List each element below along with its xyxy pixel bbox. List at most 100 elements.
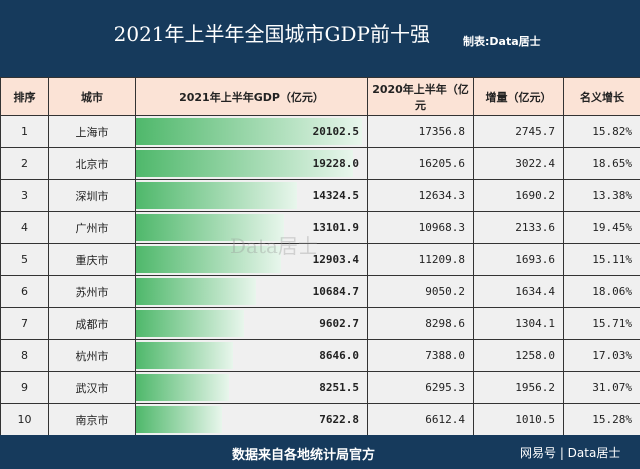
growth-cell: 15.82% <box>563 115 640 148</box>
gdp-2021-cell: 9602.7 <box>135 307 368 340</box>
footer: 数据来自各地统计局官方 网易号 | Data居士 <box>0 435 640 469</box>
gdp-bar <box>136 278 257 305</box>
column-header: 2020年上半年（亿元 <box>367 77 474 116</box>
city-cell: 重庆市 <box>48 243 136 276</box>
table-row: 9 武汉市 8251.5 6295.3 1956.2 31.07% <box>0 371 640 404</box>
table-row: 4 广州市 13101.9 10968.3 2133.6 19.45% <box>0 211 640 244</box>
gdp-2021-cell: 20102.5 <box>135 115 368 148</box>
increase-cell: 1693.6 <box>473 243 564 276</box>
rank-cell: 7 <box>0 307 49 340</box>
gdp-2020-cell: 10968.3 <box>367 211 474 244</box>
city-cell: 成都市 <box>48 307 136 340</box>
gdp-2020-cell: 8298.6 <box>367 307 474 340</box>
rank-cell: 2 <box>0 147 49 180</box>
table-row: 3 深圳市 14324.5 12634.3 1690.2 13.38% <box>0 179 640 212</box>
gdp-2020-cell: 16205.6 <box>367 147 474 180</box>
gdp-2021-cell: 19228.0 <box>135 147 368 180</box>
gdp-2020-cell: 7388.0 <box>367 339 474 372</box>
rank-cell: 9 <box>0 371 49 404</box>
gdp-bar <box>136 374 229 401</box>
gdp-2021-cell: 7622.8 <box>135 403 368 436</box>
gdp-2020-cell: 9050.2 <box>367 275 474 308</box>
watermark: Data居士 <box>230 234 318 258</box>
table-row: 7 成都市 9602.7 8298.6 1304.1 15.71% <box>0 307 640 340</box>
gdp-bar <box>136 182 298 209</box>
gdp-2021-cell: 8646.0 <box>135 339 368 372</box>
gdp-bar <box>136 214 284 241</box>
table-row: 2 北京市 19228.0 16205.6 3022.4 18.65% <box>0 147 640 180</box>
maker-credit: 制表:Data居士 <box>463 35 541 48</box>
increase-cell: 2745.7 <box>473 115 564 148</box>
rank-cell: 4 <box>0 211 49 244</box>
gdp-value: 10684.7 <box>312 285 359 298</box>
growth-cell: 18.06% <box>563 275 640 308</box>
gdp-bar <box>136 118 363 145</box>
increase-cell: 1258.0 <box>473 339 564 372</box>
table-row: 1 上海市 20102.5 17356.8 2745.7 15.82% <box>0 115 640 148</box>
gdp-bar <box>136 150 353 177</box>
increase-cell: 1690.2 <box>473 179 564 212</box>
gdp-value: 14324.5 <box>312 189 359 202</box>
gdp-value: 19228.0 <box>312 157 359 170</box>
growth-cell: 15.71% <box>563 307 640 340</box>
increase-cell: 3022.4 <box>473 147 564 180</box>
rank-cell: 5 <box>0 243 49 276</box>
data-source: 数据来自各地统计局官方 <box>232 448 376 463</box>
column-header: 城市 <box>48 77 136 116</box>
column-header-row: 排序 城市 2021年上半年GDP（亿元） 2020年上半年（亿元 增量（亿元） 名义增长 <box>0 77 640 116</box>
rank-cell: 1 <box>0 115 49 148</box>
gdp-2020-cell: 12634.3 <box>367 179 474 212</box>
city-cell: 上海市 <box>48 115 136 148</box>
table-row: 6 苏州市 10684.7 9050.2 1634.4 18.06% <box>0 275 640 308</box>
city-cell: 南京市 <box>48 403 136 436</box>
gdp-value: 12903.4 <box>312 253 359 266</box>
column-header: 排序 <box>0 77 49 116</box>
gdp-2020-cell: 6295.3 <box>367 371 474 404</box>
rank-cell: 10 <box>0 403 49 436</box>
growth-cell: 15.28% <box>563 403 640 436</box>
increase-cell: 1010.5 <box>473 403 564 436</box>
column-header: 名义增长 <box>563 77 640 116</box>
gdp-2020-cell: 11209.8 <box>367 243 474 276</box>
city-cell: 苏州市 <box>48 275 136 308</box>
page-title: 2021年上半年全国城市GDP前十强 <box>113 22 430 46</box>
city-cell: 深圳市 <box>48 179 136 212</box>
growth-cell: 15.11% <box>563 243 640 276</box>
table-row: 8 杭州市 8646.0 7388.0 1258.0 17.03% <box>0 339 640 372</box>
growth-cell: 19.45% <box>563 211 640 244</box>
gdp-value: 20102.5 <box>312 125 359 138</box>
gdp-2021-cell: 10684.7 <box>135 275 368 308</box>
gdp-value: 9602.7 <box>319 317 359 330</box>
growth-cell: 18.65% <box>563 147 640 180</box>
city-cell: 北京市 <box>48 147 136 180</box>
table-row: 10 南京市 7622.8 6612.4 1010.5 15.28% <box>0 403 640 436</box>
increase-cell: 1304.1 <box>473 307 564 340</box>
gdp-2021-cell: 8251.5 <box>135 371 368 404</box>
gdp-value: 13101.9 <box>312 221 359 234</box>
gdp-2021-cell: 14324.5 <box>135 179 368 212</box>
city-cell: 杭州市 <box>48 339 136 372</box>
rank-cell: 3 <box>0 179 49 212</box>
brand-credit: 网易号 | Data居士 <box>520 446 621 460</box>
gdp-value: 8251.5 <box>319 381 359 394</box>
gdp-bar <box>136 246 282 273</box>
gdp-value: 7622.8 <box>319 413 359 426</box>
city-cell: 武汉市 <box>48 371 136 404</box>
growth-cell: 13.38% <box>563 179 640 212</box>
gdp-2020-cell: 6612.4 <box>367 403 474 436</box>
city-cell: 广州市 <box>48 211 136 244</box>
gdp-table: 排序 城市 2021年上半年GDP（亿元） 2020年上半年（亿元 增量（亿元） 名义增长… <box>0 77 640 436</box>
gdp-bar <box>136 406 222 433</box>
column-header: 2021年上半年GDP（亿元） <box>135 77 368 116</box>
gdp-bar <box>136 310 245 337</box>
gdp-value: 8646.0 <box>319 349 359 362</box>
increase-cell: 1634.4 <box>473 275 564 308</box>
gdp-bar <box>136 342 234 369</box>
growth-cell: 17.03% <box>563 339 640 372</box>
growth-cell: 31.07% <box>563 371 640 404</box>
increase-cell: 2133.6 <box>473 211 564 244</box>
increase-cell: 1956.2 <box>473 371 564 404</box>
table-row: 5 重庆市 12903.4 11209.8 1693.6 15.11% <box>0 243 640 276</box>
gdp-2020-cell: 17356.8 <box>367 115 474 148</box>
rank-cell: 8 <box>0 339 49 372</box>
